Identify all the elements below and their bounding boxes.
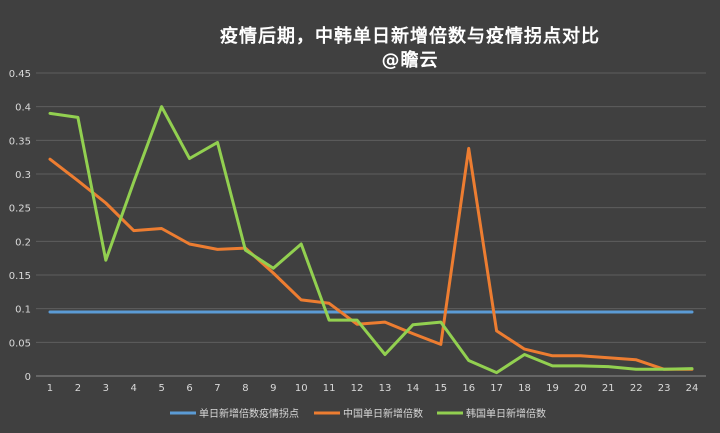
y-tick-label: 0.15	[9, 271, 31, 282]
x-tick-label: 13	[379, 383, 392, 394]
y-tick-label: 0.05	[9, 338, 31, 349]
x-tick-label: 7	[214, 383, 220, 394]
x-tick-label: 18	[518, 383, 531, 394]
y-tick-label: 0.2	[15, 237, 31, 248]
legend-label: 韩国单日新增倍数	[466, 407, 546, 420]
series-line-3	[48, 105, 694, 375]
x-tick-label: 12	[351, 383, 364, 394]
x-tick-label: 11	[323, 383, 336, 394]
y-tick-label: 0.35	[9, 136, 31, 147]
chart-title: 疫情后期，中韩单日新增倍数与疫情拐点对比	[220, 26, 600, 47]
x-tick-label: 8	[242, 383, 248, 394]
series-line-2	[48, 146, 694, 371]
x-tick-label: 24	[686, 383, 699, 394]
x-tick-label: 19	[546, 383, 559, 394]
x-tick-label: 10	[295, 383, 308, 394]
x-tick-label: 5	[158, 383, 164, 394]
x-tick-label: 3	[103, 383, 109, 394]
x-tick-label: 2	[75, 383, 81, 394]
x-tick-label: 15	[434, 383, 447, 394]
x-tick-label: 21	[602, 383, 615, 394]
x-tick-label: 9	[270, 383, 276, 394]
y-tick-label: 0	[25, 372, 31, 383]
x-tick-label: 20	[574, 383, 587, 394]
x-tick-label: 22	[630, 383, 643, 394]
x-tick-label: 14	[407, 383, 420, 394]
y-tick-label: 0.1	[15, 305, 31, 316]
chart-subtitle: @瞻云	[381, 50, 439, 71]
x-tick-label: 17	[490, 383, 503, 394]
y-tick-label: 0.3	[15, 170, 31, 181]
y-tick-label: 0.45	[9, 69, 31, 80]
x-tick-label: 6	[186, 383, 192, 394]
legend-label: 单日新增倍数疫情拐点	[199, 407, 299, 420]
x-tick-label: 4	[131, 383, 137, 394]
x-tick-label: 23	[658, 383, 671, 394]
y-tick-label: 0.25	[9, 204, 31, 215]
y-tick-label: 0.4	[15, 103, 31, 114]
x-tick-label: 1	[47, 383, 53, 394]
x-tick-label: 16	[462, 383, 475, 394]
legend-label: 中国单日新增倍数	[343, 407, 423, 420]
